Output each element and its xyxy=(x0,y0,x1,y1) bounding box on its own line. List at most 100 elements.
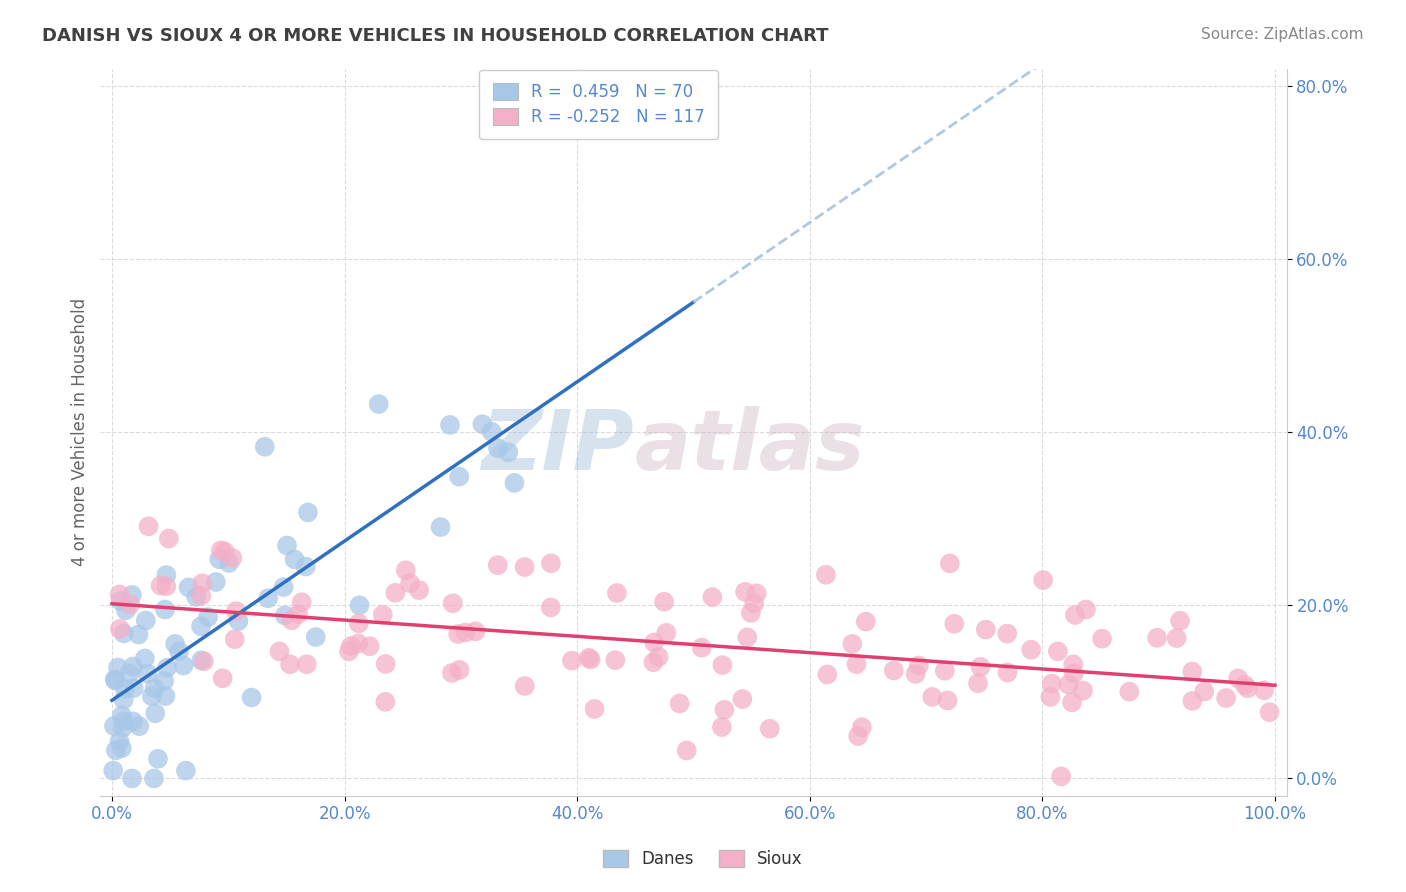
Point xyxy=(371,607,394,622)
Point xyxy=(1057,677,1080,691)
Point xyxy=(668,697,690,711)
Point xyxy=(190,589,212,603)
Point xyxy=(1233,678,1256,692)
Point xyxy=(153,673,176,688)
Text: atlas: atlas xyxy=(634,406,865,487)
Point xyxy=(997,665,1019,680)
Text: DANISH VS SIOUX 4 OR MORE VEHICLES IN HOUSEHOLD CORRELATION CHART: DANISH VS SIOUX 4 OR MORE VEHICLES IN HO… xyxy=(42,27,828,45)
Point xyxy=(349,599,371,613)
Point xyxy=(104,673,127,687)
Point xyxy=(974,623,997,637)
Point xyxy=(112,692,135,706)
Point xyxy=(540,600,562,615)
Point xyxy=(118,666,141,681)
Point xyxy=(503,475,526,490)
Point xyxy=(108,587,131,601)
Point xyxy=(347,636,370,650)
Point xyxy=(281,613,304,627)
Point xyxy=(742,597,765,611)
Point xyxy=(218,556,240,570)
Point xyxy=(128,719,150,733)
Point xyxy=(1060,695,1083,709)
Legend: Danes, Sioux: Danes, Sioux xyxy=(596,843,810,875)
Point xyxy=(1050,769,1073,783)
Point xyxy=(208,552,231,566)
Point xyxy=(561,654,583,668)
Point xyxy=(1181,694,1204,708)
Point xyxy=(740,606,762,620)
Point xyxy=(652,595,675,609)
Point xyxy=(1227,672,1250,686)
Point xyxy=(1062,657,1084,672)
Legend: R =  0.459   N = 70, R = -0.252   N = 117: R = 0.459 N = 70, R = -0.252 N = 117 xyxy=(479,70,718,139)
Point xyxy=(606,586,628,600)
Point xyxy=(214,544,236,558)
Point xyxy=(759,722,782,736)
Point xyxy=(228,614,250,628)
Point xyxy=(1040,676,1063,690)
Point xyxy=(734,585,756,599)
Point xyxy=(710,720,733,734)
Point xyxy=(274,608,297,623)
Point xyxy=(399,576,422,591)
Point xyxy=(1118,684,1140,698)
Point xyxy=(205,574,228,589)
Point xyxy=(110,594,132,608)
Point xyxy=(211,671,233,685)
Point xyxy=(136,666,159,681)
Point xyxy=(278,657,301,672)
Point xyxy=(340,639,363,653)
Point xyxy=(1166,631,1188,645)
Point xyxy=(257,591,280,606)
Point xyxy=(191,576,214,591)
Point xyxy=(907,658,929,673)
Point xyxy=(240,690,263,705)
Text: Source: ZipAtlas.com: Source: ZipAtlas.com xyxy=(1201,27,1364,42)
Point xyxy=(1039,690,1062,704)
Y-axis label: 4 or more Vehicles in Household: 4 or more Vehicles in Household xyxy=(72,298,89,566)
Point xyxy=(449,663,471,677)
Point xyxy=(449,469,471,483)
Point xyxy=(221,551,243,566)
Point xyxy=(647,649,669,664)
Point xyxy=(439,417,461,432)
Point xyxy=(104,673,127,688)
Point xyxy=(103,719,125,733)
Point xyxy=(111,708,134,723)
Point xyxy=(224,632,246,647)
Point xyxy=(155,579,177,593)
Point xyxy=(447,627,470,641)
Text: ZIP: ZIP xyxy=(481,406,634,487)
Point xyxy=(156,661,179,675)
Point xyxy=(114,681,136,696)
Point xyxy=(675,743,697,757)
Point xyxy=(841,637,863,651)
Point xyxy=(359,639,381,653)
Point xyxy=(814,567,837,582)
Point xyxy=(384,586,406,600)
Point xyxy=(374,657,396,671)
Point xyxy=(1032,573,1054,587)
Point xyxy=(1071,683,1094,698)
Point xyxy=(936,693,959,707)
Point xyxy=(939,557,962,571)
Point xyxy=(486,442,509,456)
Point xyxy=(107,660,129,674)
Point xyxy=(103,764,125,778)
Point xyxy=(121,772,143,786)
Point xyxy=(273,580,295,594)
Point xyxy=(167,644,190,658)
Point xyxy=(111,721,134,735)
Point xyxy=(120,598,142,612)
Point xyxy=(934,664,956,678)
Point xyxy=(153,602,176,616)
Point xyxy=(711,658,734,673)
Point xyxy=(149,578,172,592)
Point xyxy=(374,695,396,709)
Point xyxy=(143,706,166,721)
Point xyxy=(104,743,127,757)
Point xyxy=(141,689,163,703)
Point xyxy=(745,586,768,600)
Point xyxy=(143,681,166,696)
Point xyxy=(846,729,869,743)
